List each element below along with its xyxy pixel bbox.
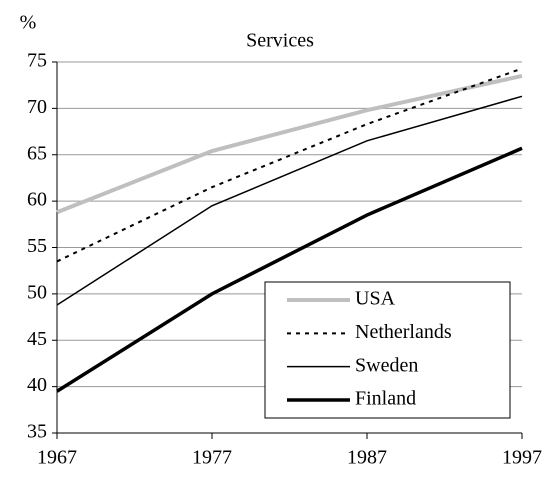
y-tick-label: 70 [27, 96, 47, 118]
y-tick-label: 60 [27, 189, 47, 211]
y-tick-label: 65 [27, 142, 47, 164]
y-tick-label: 50 [27, 281, 47, 303]
y-unit-label: % [20, 12, 37, 34]
chart-title: Services [246, 30, 314, 52]
series-line [56, 146, 523, 393]
series-line [56, 73, 523, 215]
legend-label: Sweden [355, 354, 418, 376]
y-tick-label: 40 [27, 374, 47, 396]
x-tick-label: 1967 [37, 447, 77, 469]
y-tick-label: 35 [27, 421, 47, 443]
x-tick-label: 1987 [347, 447, 387, 469]
x-tick-label: 1977 [192, 447, 232, 469]
legend-label: Finland [355, 388, 416, 410]
series-line [56, 95, 523, 306]
legend-label: USA [355, 288, 396, 310]
y-tick-label: 75 [27, 50, 47, 72]
y-tick-label: 45 [27, 328, 47, 350]
legend-box [264, 281, 511, 419]
x-tick-label: 1997 [502, 447, 542, 469]
series-line [56, 67, 523, 263]
legend-label: Netherlands [355, 321, 452, 343]
y-tick-label: 55 [27, 235, 47, 257]
